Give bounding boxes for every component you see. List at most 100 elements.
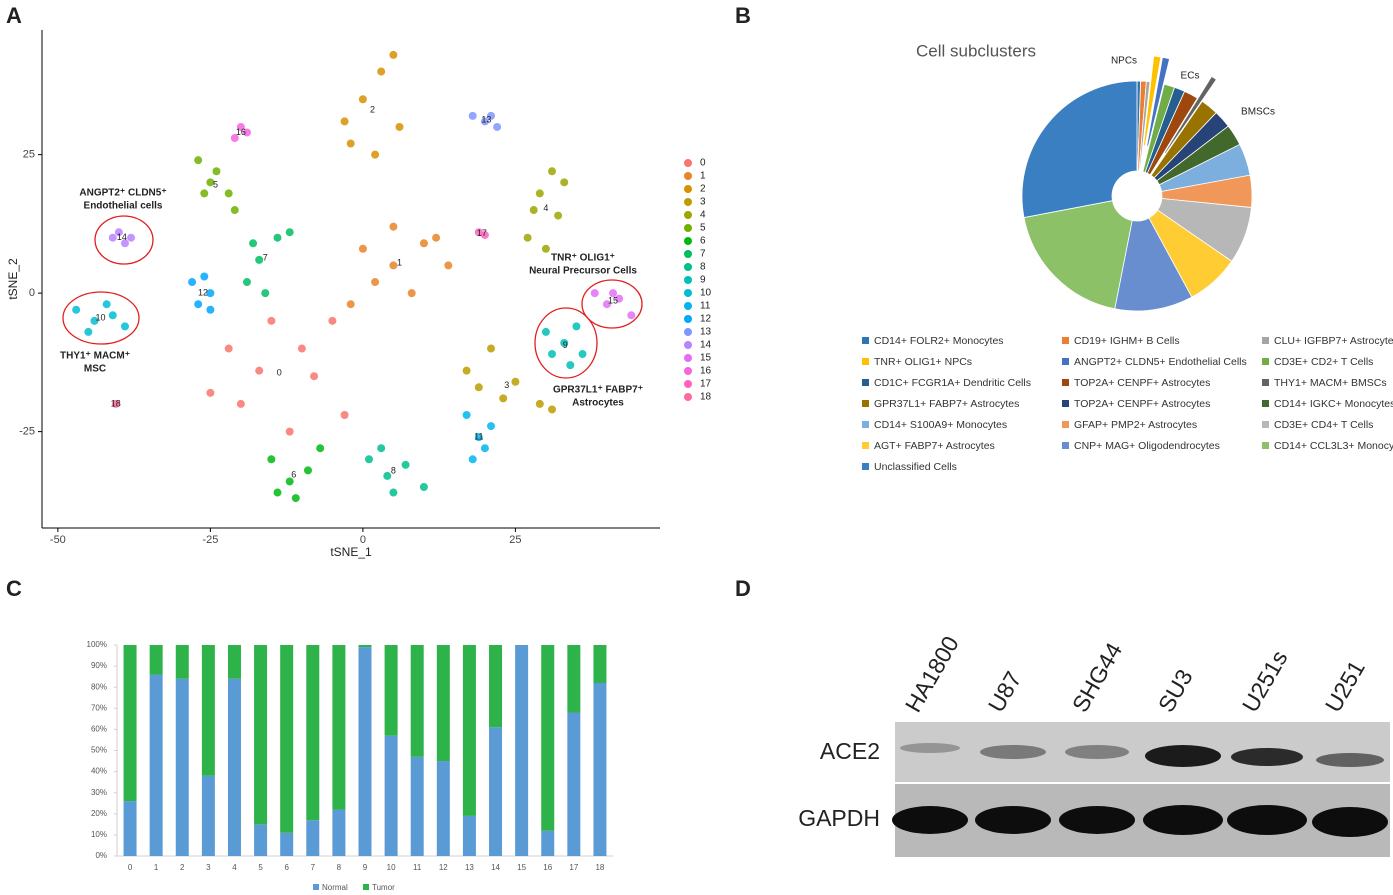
y-tick-label: 0% [95, 851, 107, 860]
y-tick-label: 90% [91, 661, 107, 670]
band [1059, 806, 1135, 834]
cluster-label: 8 [391, 466, 396, 476]
point [499, 394, 508, 403]
legend-swatch [862, 463, 869, 470]
point [401, 460, 410, 469]
legend-label: 7 [700, 249, 706, 260]
point [419, 239, 428, 248]
legend-label: 15 [700, 353, 712, 364]
legend-swatch [1262, 337, 1269, 344]
point [84, 327, 93, 336]
point [560, 338, 569, 347]
legend-label: TOP2A+ CENPF+ Astrocytes [1074, 377, 1210, 389]
annotation: ANGPT2⁺ CLDN5⁺ [79, 188, 166, 199]
bar-segment [149, 674, 163, 856]
point [206, 178, 215, 187]
point [474, 228, 483, 237]
legend-label: 9 [700, 275, 706, 286]
point [285, 228, 294, 237]
cluster-label: 9 [563, 340, 568, 350]
bar-segment [541, 645, 555, 831]
point [358, 244, 367, 253]
legend-swatch [684, 159, 692, 167]
legend-label: 2 [700, 184, 706, 195]
legend-swatch [684, 341, 692, 349]
bar-segment [489, 727, 503, 856]
cluster-label: 0 [277, 367, 282, 377]
cluster-label: 17 [477, 228, 487, 238]
cluster-label: 16 [236, 127, 246, 137]
point [114, 228, 123, 237]
bar-segment [384, 645, 398, 736]
cluster-label: 1 [397, 257, 402, 267]
legend-label: 8 [700, 262, 706, 273]
legend-swatch [684, 328, 692, 336]
legend-label: THY1+ MACM+ BMSCs [1274, 377, 1387, 389]
band [975, 806, 1051, 834]
x-tick-label: 18 [595, 863, 604, 872]
point [224, 189, 233, 198]
band [900, 743, 960, 753]
annotation: MSC [84, 364, 106, 375]
point [371, 150, 380, 159]
x-tick-label: 5 [258, 863, 263, 872]
pie-slice [1138, 80, 1151, 172]
legend-swatch [684, 380, 692, 388]
annotation: Astrocytes [572, 398, 624, 409]
bar-segment [280, 832, 294, 856]
panel-letter: C [6, 576, 22, 601]
legend-swatch [1062, 442, 1069, 449]
row-label: GAPDH [798, 805, 880, 831]
legend-swatch [1262, 379, 1269, 386]
point [480, 117, 489, 126]
point [468, 111, 477, 120]
lane-label: U251s [1237, 646, 1293, 717]
cluster-label: 3 [504, 380, 509, 390]
band [1312, 807, 1388, 837]
highlight [94, 215, 154, 265]
point [377, 444, 386, 453]
x-axis-title: tSNE_1 [330, 545, 372, 559]
y-tick-label: 70% [91, 703, 107, 712]
legend-label: Tumor [372, 883, 395, 892]
y-tick-label: 60% [91, 725, 107, 734]
point [383, 471, 392, 480]
legend-swatch [684, 315, 692, 323]
point [609, 289, 618, 298]
point [72, 305, 81, 314]
legend-label: ANGPT2+ CLDN5+ Endothelial Cells [1074, 356, 1247, 368]
highlight [534, 307, 598, 379]
x-tick-label: 1 [154, 863, 159, 872]
legend-label: 0 [700, 158, 706, 169]
bar-segment [567, 645, 581, 713]
legend-label: 1 [700, 171, 706, 182]
legend-label: 3 [700, 197, 706, 208]
cluster-label: 5 [213, 179, 218, 189]
legend-swatch [1062, 421, 1069, 428]
point [377, 67, 386, 76]
legend-label: 14 [700, 340, 712, 351]
point [487, 111, 496, 120]
x-tick-label: 6 [284, 863, 289, 872]
band [1231, 748, 1303, 766]
point [535, 399, 544, 408]
point [358, 95, 367, 104]
bar-segment [593, 682, 607, 856]
point [310, 372, 319, 381]
legend-swatch [1062, 400, 1069, 407]
point [127, 233, 136, 242]
legend-swatch [1262, 400, 1269, 407]
bar-segment [541, 830, 555, 856]
point [328, 316, 337, 325]
point [371, 278, 380, 287]
x-tick-label: 14 [491, 863, 500, 872]
annotation: NPCs [1111, 56, 1137, 67]
legend-swatch [1262, 442, 1269, 449]
legend-label: AGT+ FABP7+ Astrocytes [874, 440, 995, 452]
cluster-label: 18 [111, 398, 121, 408]
legend-label: 17 [700, 379, 712, 390]
point [194, 156, 203, 165]
annotation: THY1⁺ MACM⁺ [60, 351, 130, 362]
point [200, 272, 209, 281]
x-tick-label: 13 [465, 863, 474, 872]
